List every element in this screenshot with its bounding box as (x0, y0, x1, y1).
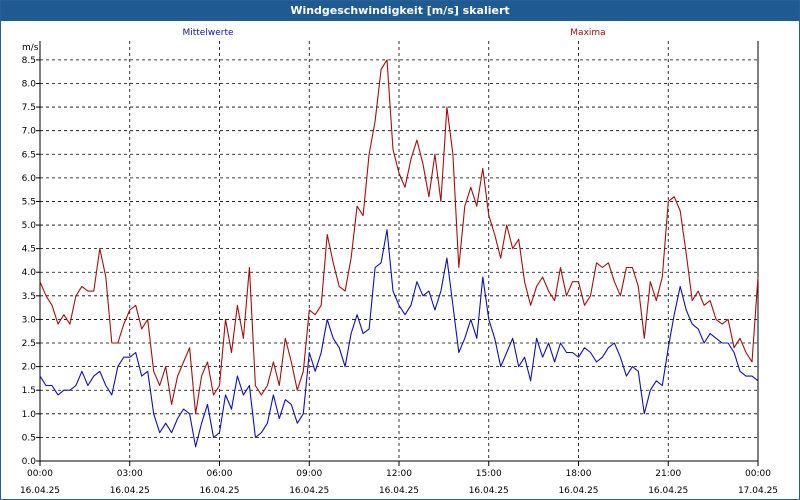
series-line-mittelwerte (39, 229, 759, 448)
y-axis-label: m/s (22, 43, 39, 53)
y-tick-label: 4.0 (22, 268, 37, 278)
x-tick-date: 16.04.25 (20, 486, 60, 496)
y-tick-label: 7.5 (22, 103, 36, 113)
x-tick-date: 16.04.25 (379, 486, 419, 496)
x-tick-time: 03:00 (117, 469, 143, 479)
x-tick-time: 06:00 (207, 469, 233, 479)
x-tick-date: 16.04.25 (558, 486, 598, 496)
y-tick-label: 0.0 (22, 457, 37, 467)
y-tick-label: 1.5 (22, 386, 36, 396)
legend-maxima: Maxima (570, 28, 605, 38)
x-tick-time: 21:00 (655, 469, 681, 479)
y-tick-label: 5.5 (22, 197, 36, 207)
x-tick-time: 00:00 (27, 469, 53, 479)
axes: 0.0 0.5 1.0 1.5 2.0 2.5 3.0 3.5 4.0 4.5 5.0 5.5 6.0 6… (20, 41, 778, 496)
y-tick-label: 5.0 (22, 221, 37, 231)
x-tick-date: 16.04.25 (289, 486, 329, 496)
y-tick-label: 4.5 (22, 245, 36, 255)
y-tick-label: 6.5 (22, 150, 36, 160)
y-tick-label: 3.5 (22, 292, 36, 302)
y-tick-label: 7.0 (22, 127, 37, 137)
x-tick-time: 09:00 (296, 469, 322, 479)
window-title: Windgeschwindigkeit [m/s] skaliert (1, 1, 799, 21)
y-tick-label: 2.0 (22, 363, 37, 373)
x-tick-time: 15:00 (476, 469, 502, 479)
grid (40, 41, 758, 462)
x-tick-time: 18:00 (566, 469, 592, 479)
y-tick-label: 2.5 (22, 339, 36, 349)
x-tick-date: 16.04.25 (199, 486, 239, 496)
x-tick-date: 16.04.25 (469, 486, 509, 496)
x-tick-time: 12:00 (386, 469, 412, 479)
y-tick-label: 3.0 (22, 315, 37, 325)
y-tick-label: 6.0 (22, 174, 37, 184)
x-tick-date: 16.04.25 (110, 486, 150, 496)
series-lines (39, 59, 759, 448)
y-tick-label: 0.5 (22, 433, 36, 443)
y-tick-label: 1.0 (22, 410, 37, 420)
x-tick-date: 16.04.25 (648, 486, 688, 496)
y-tick-label: 8.0 (22, 79, 37, 89)
x-tick-time: 00:00 (745, 469, 771, 479)
x-tick-date: 17.04.25 (738, 486, 778, 496)
y-tick-label: 8.5 (22, 56, 36, 66)
legend-mittelwerte: Mittelwerte (182, 28, 233, 38)
series-line-maxima (39, 59, 759, 415)
